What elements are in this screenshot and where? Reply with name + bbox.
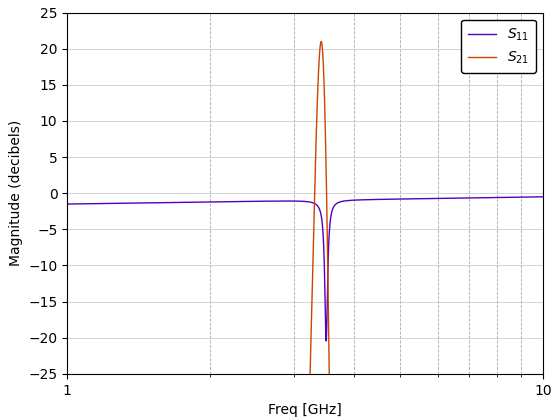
$S_{11}$ xyxy=(349,198,356,203)
$S_{11}$ xyxy=(540,194,547,200)
Line: $S_{11}$: $S_{11}$ xyxy=(67,197,543,341)
$S_{11}$ xyxy=(246,199,253,204)
$S_{21}$ xyxy=(318,39,324,44)
$S_{11}$ xyxy=(150,200,157,205)
X-axis label: Freq [GHz]: Freq [GHz] xyxy=(268,403,342,417)
$S_{11}$ xyxy=(64,202,71,207)
$S_{11}$ xyxy=(455,196,462,201)
Legend: $S_{11}$, $S_{21}$: $S_{11}$, $S_{21}$ xyxy=(461,20,536,73)
$S_{11}$ xyxy=(419,196,426,201)
$S_{11}$ xyxy=(323,339,329,344)
$S_{11}$ xyxy=(374,197,380,202)
Line: $S_{21}$: $S_{21}$ xyxy=(67,42,543,420)
Y-axis label: Magnitude (decibels): Magnitude (decibels) xyxy=(8,120,22,266)
